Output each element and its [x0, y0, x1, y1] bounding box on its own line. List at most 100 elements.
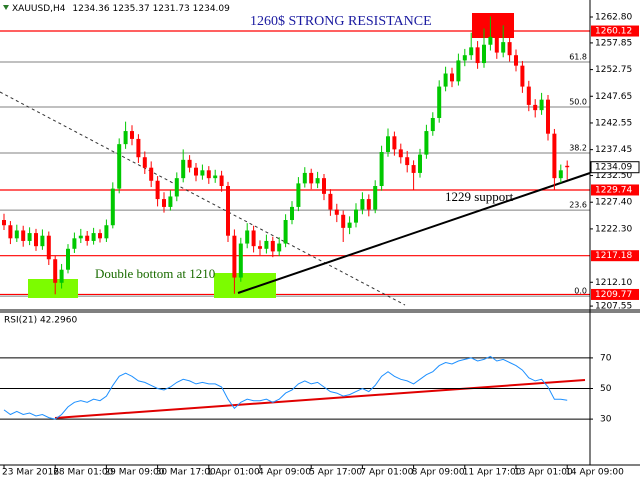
header-icon: [3, 5, 9, 10]
rsi-trendline: [54, 379, 586, 419]
candle-body: [110, 188, 115, 226]
x-tick-label: 11 Apr 17:00: [463, 468, 522, 478]
candle-body: [53, 259, 58, 283]
candle-body: [424, 131, 429, 155]
x-tick-label: 1 Apr 01:00: [207, 468, 260, 478]
candle-body: [328, 193, 333, 210]
bottom-box: [28, 279, 78, 298]
candle-body: [437, 86, 442, 118]
price-tag-label: 1229.74: [595, 185, 632, 195]
candle-body: [258, 246, 262, 249]
candle-body: [21, 230, 26, 241]
last-price-tag: [590, 161, 640, 174]
candle-body: [558, 170, 563, 179]
candle-body: [418, 154, 422, 173]
candle-body: [85, 235, 90, 241]
price-tag: [591, 184, 639, 196]
candle-body: [187, 159, 192, 168]
rsi-line: [3, 355, 568, 420]
candle-body: [334, 209, 339, 215]
candle-body: [539, 99, 544, 111]
candle-body: [373, 186, 378, 210]
fib-label: 38.2: [569, 144, 587, 153]
annotation: 1260$ STRONG RESISTANCE: [250, 14, 432, 29]
price-tag: [591, 288, 639, 300]
candle-body: [91, 233, 96, 241]
candle-body: [181, 159, 186, 179]
y-tick-label: 30: [600, 415, 612, 425]
bottom-box: [214, 273, 276, 298]
candle-body: [366, 199, 371, 210]
candle-body: [130, 131, 134, 139]
drawn-objects: [0, 13, 514, 306]
candle-body: [104, 225, 109, 239]
candle-body: [533, 104, 538, 111]
candle-body: [251, 230, 256, 247]
price-tag: [591, 250, 639, 262]
candle-body: [475, 47, 480, 64]
y-tick-label: 1247.65: [595, 92, 632, 102]
fib-label: 61.8: [569, 53, 587, 62]
y-tick-label: 70: [600, 353, 612, 363]
candle-body: [488, 36, 493, 45]
y-tick-label: 1212.10: [595, 278, 632, 288]
price-tag-label: 1209.77: [595, 290, 632, 300]
x-tick-label: 28 Mar 01:00: [53, 468, 113, 478]
candle-body: [456, 60, 461, 82]
candle-body: [482, 44, 486, 64]
candle-body: [283, 220, 288, 244]
y-tick-label: 1237.45: [595, 145, 632, 155]
candle-body: [213, 175, 218, 179]
y-tick-label: 1242.55: [595, 118, 632, 128]
candle-body: [469, 47, 474, 56]
rsi-title: RSI(21) 42.2960: [4, 316, 77, 326]
fib-label: 23.6: [569, 201, 587, 210]
dashed-trendline: [0, 91, 406, 306]
candle-body: [142, 157, 147, 168]
candle-body: [315, 178, 320, 184]
candle-body: [78, 235, 83, 239]
candle-body: [462, 55, 467, 61]
candle-body: [322, 178, 326, 194]
candle-body: [226, 186, 230, 236]
x-tick-label: 23 Mar 2016: [2, 468, 59, 478]
x-tick-label: 7 Apr 01:00: [360, 468, 413, 478]
x-tick-label: 29 Mar 09:00: [104, 468, 164, 478]
candle-body: [2, 220, 6, 226]
candle-body: [238, 243, 243, 278]
candle-body: [232, 235, 237, 278]
candle-body: [520, 65, 525, 87]
candle-body: [72, 238, 77, 249]
candle-body: [443, 73, 448, 87]
candle-body: [27, 233, 32, 241]
candle-body: [514, 55, 518, 66]
candle-body: [40, 235, 45, 247]
y-tick-label: 1262.80: [595, 13, 632, 23]
candle-body: [450, 73, 454, 82]
candle-body: [46, 235, 51, 260]
candle-body: [219, 175, 224, 186]
candle-body: [66, 248, 70, 270]
candle-body: [507, 42, 512, 56]
ohlc-high: 1235.37: [112, 4, 149, 14]
candle-body: [174, 178, 179, 197]
candle-body: [296, 183, 301, 207]
candle-body: [98, 233, 102, 239]
candle-body: [501, 42, 506, 53]
fib-label: 50.0: [569, 97, 587, 106]
fib-label: 0.0: [574, 287, 587, 296]
candle-body: [552, 133, 557, 179]
candle-body: [270, 240, 275, 252]
price-tag-label: 1260.12: [595, 27, 632, 37]
y-tick-label: 1257.85: [595, 38, 632, 48]
candle-body: [162, 199, 166, 207]
candle-body: [277, 243, 282, 252]
candle-body: [546, 99, 550, 134]
ohlc-low: 1231.73: [153, 4, 190, 14]
candle-body: [430, 117, 435, 132]
candle-body: [149, 167, 154, 181]
candle-body: [34, 233, 38, 247]
y-tick-label: 1252.75: [595, 65, 632, 75]
